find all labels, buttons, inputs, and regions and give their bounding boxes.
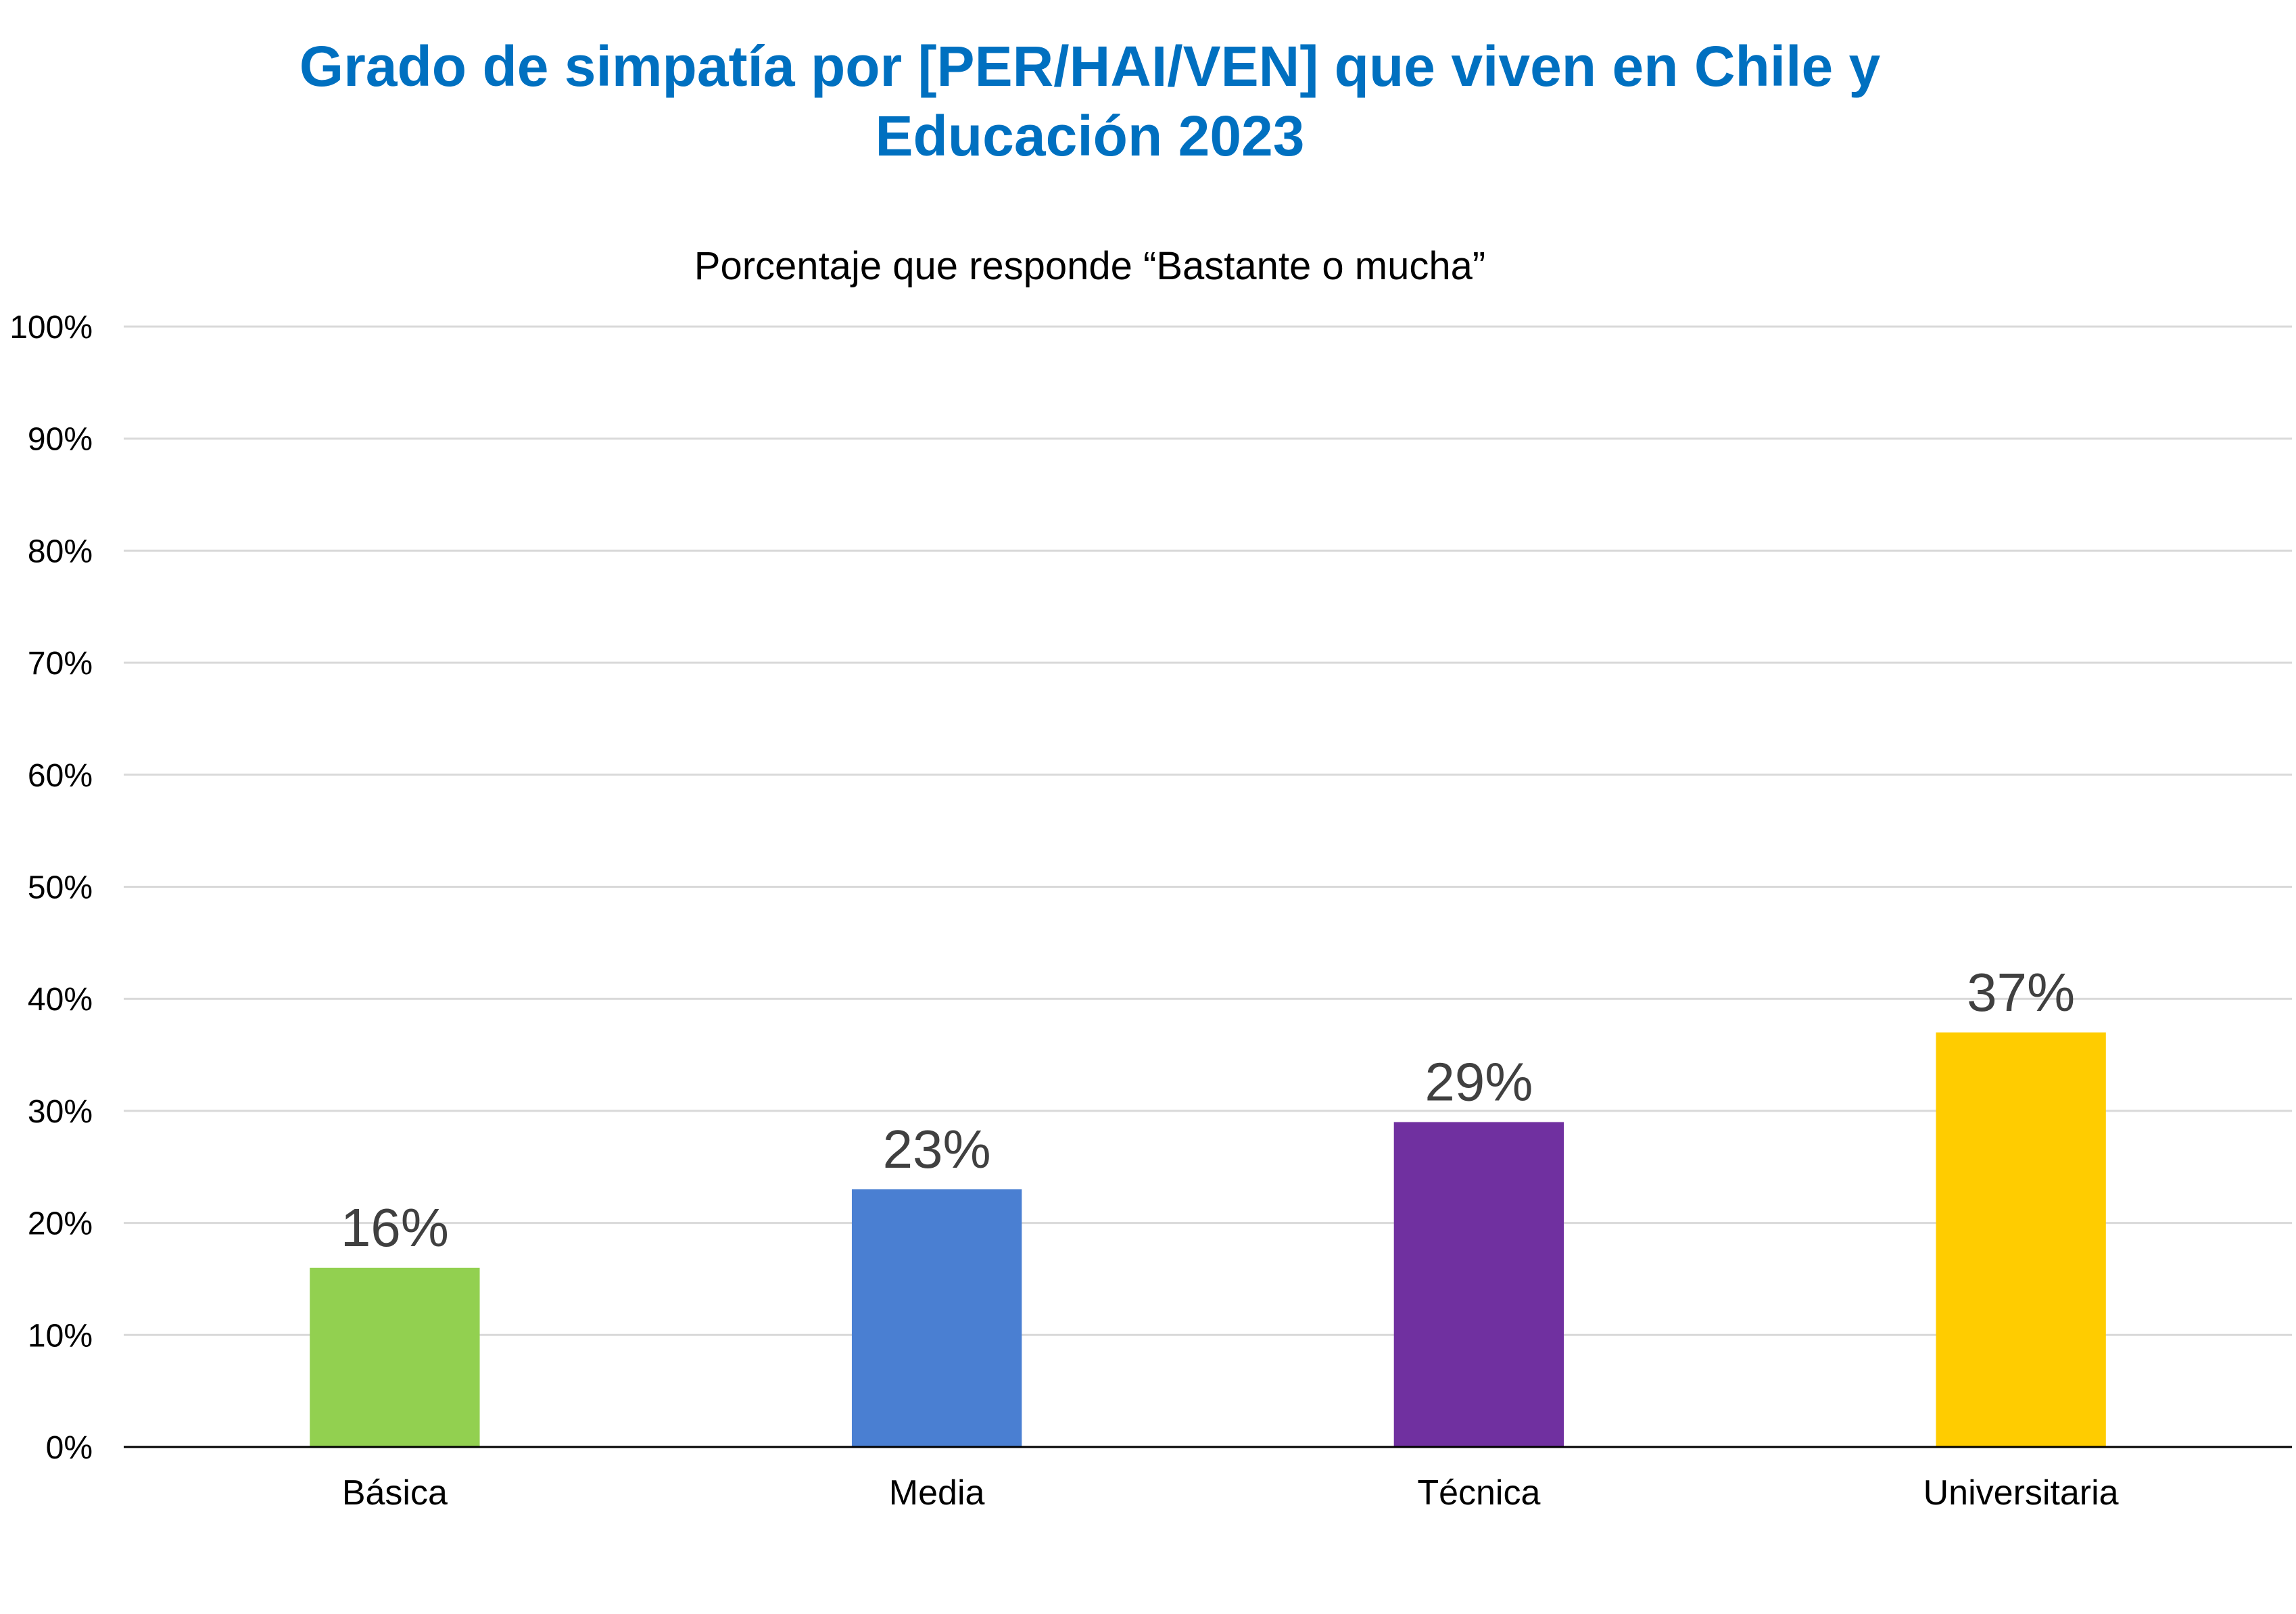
x-category-label: Técnica	[1417, 1473, 1540, 1513]
data-label: 37%	[1967, 962, 2075, 1022]
y-tick-label: 40%	[28, 982, 93, 1018]
data-label: 29%	[1425, 1051, 1533, 1112]
chart-subtitle: Porcentaje que responde “Bastante o much…	[694, 244, 1485, 288]
bar	[852, 1189, 1022, 1447]
data-label: 23%	[883, 1119, 991, 1179]
y-tick-label: 60%	[28, 758, 93, 794]
y-tick-label: 10%	[28, 1318, 93, 1354]
y-tick-label: 80%	[28, 533, 93, 569]
bars	[310, 1033, 2106, 1447]
x-axis-category-labels: Básica Media Técnica Universitaria	[342, 1473, 2119, 1513]
data-label: 16%	[341, 1197, 449, 1258]
bar	[1394, 1122, 1564, 1447]
x-category-label: Universitaria	[1923, 1473, 2119, 1513]
x-category-label: Básica	[342, 1473, 448, 1513]
chart-title-line-2: Educación 2023	[876, 104, 1305, 168]
bar	[310, 1268, 479, 1447]
y-axis-tick-labels: 0% 10% 20% 30% 40% 50% 60% 70% 80% 90% 100%	[9, 310, 93, 1466]
y-tick-label: 20%	[28, 1206, 93, 1242]
y-tick-label: 90%	[28, 422, 93, 458]
chart-title: Grado de simpatía por [PER/HAI/VEN] que …	[300, 34, 1881, 168]
y-tick-label: 30%	[28, 1094, 93, 1130]
y-tick-label: 0%	[46, 1430, 93, 1466]
data-labels: 16% 23% 29% 37%	[341, 962, 2075, 1258]
bar	[1936, 1033, 2105, 1447]
y-tick-label: 70%	[28, 646, 93, 682]
chart-title-line-1: Grado de simpatía por [PER/HAI/VEN] que …	[300, 34, 1881, 98]
y-tick-label: 100%	[9, 310, 93, 346]
y-tick-label: 50%	[28, 870, 93, 906]
x-category-label: Media	[889, 1473, 985, 1513]
